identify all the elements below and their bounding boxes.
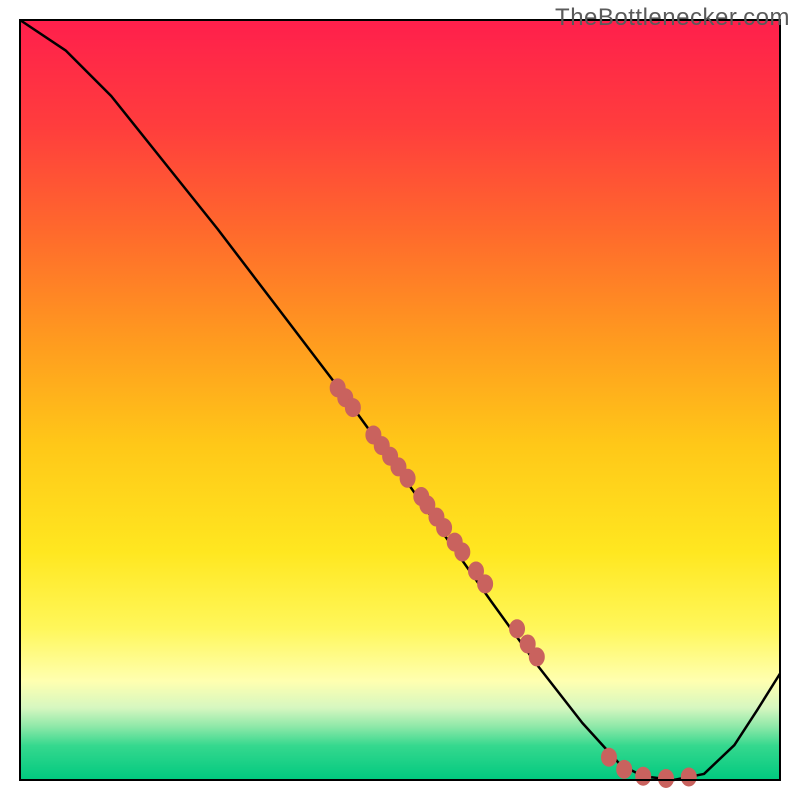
gradient-background <box>20 20 780 780</box>
data-marker <box>478 575 493 593</box>
data-marker <box>510 620 525 638</box>
data-marker <box>617 760 632 778</box>
data-marker <box>659 769 674 787</box>
data-marker <box>345 399 360 417</box>
watermark-text: TheBottlenecker.com <box>555 4 790 32</box>
data-marker <box>529 648 544 666</box>
bottleneck-chart <box>0 0 800 800</box>
data-marker <box>400 469 415 487</box>
chart-container: TheBottlenecker.com <box>0 0 800 800</box>
data-marker <box>636 767 651 785</box>
data-marker <box>455 543 470 561</box>
data-marker <box>437 519 452 537</box>
data-marker <box>602 748 617 766</box>
data-marker <box>681 768 696 786</box>
